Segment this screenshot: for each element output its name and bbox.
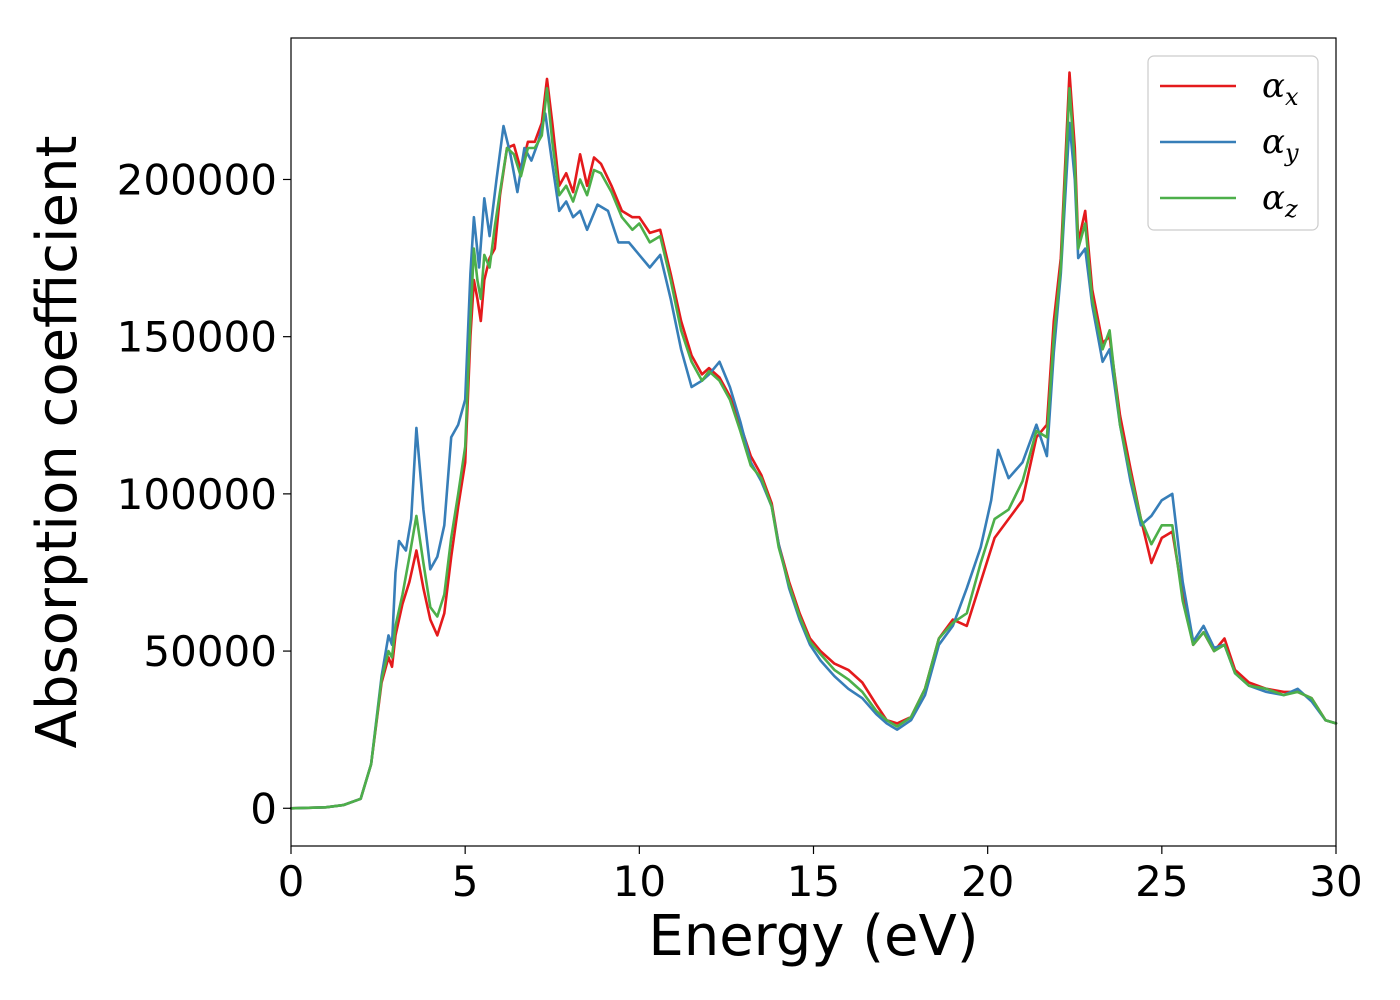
y-tick-label: 100000	[117, 470, 277, 519]
x-tick-label: 20	[961, 857, 1014, 906]
series-layer	[289, 71, 1338, 810]
series-line-z	[289, 87, 1338, 810]
y-tick-label: 150000	[117, 313, 277, 362]
legend: αx αy αz	[1147, 55, 1319, 231]
x-tick-label: 0	[278, 857, 305, 906]
x-tick-label: 10	[613, 857, 666, 906]
x-tick-label: 25	[1135, 857, 1188, 906]
y-tick-label: 0	[250, 784, 277, 833]
legend-label-y: αy	[1262, 122, 1299, 167]
y-axis-title: Absorption coefficient	[25, 136, 90, 749]
x-axis-title: Energy (eV)	[648, 904, 978, 969]
y-tick-label: 200000	[117, 155, 277, 204]
legend-label-x: αx	[1262, 66, 1299, 111]
ticks-layer: 0 5 10 15 20 25 30 0 50000 100000 150000 200000	[117, 155, 1363, 906]
y-tick-label: 50000	[143, 627, 277, 676]
x-tick-label: 5	[452, 857, 479, 906]
x-tick-label: 15	[787, 857, 840, 906]
legend-label-z: αz	[1262, 178, 1298, 223]
x-tick-label: 30	[1309, 857, 1362, 906]
